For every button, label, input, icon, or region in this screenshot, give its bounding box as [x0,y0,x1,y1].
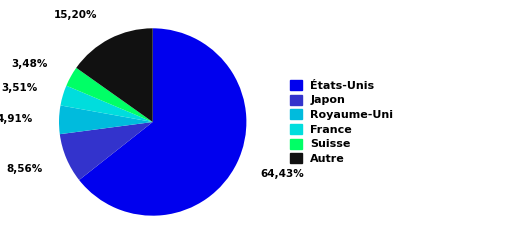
Wedge shape [79,28,246,216]
Wedge shape [66,68,153,122]
Wedge shape [76,28,153,122]
Text: 15,20%: 15,20% [54,10,98,20]
Legend: États-Unis, Japon, Royaume-Uni, France, Suisse, Autre: États-Unis, Japon, Royaume-Uni, France, … [287,77,397,167]
Wedge shape [60,122,153,180]
Text: 3,48%: 3,48% [12,59,48,69]
Text: 4,91%: 4,91% [0,114,33,124]
Text: 64,43%: 64,43% [261,169,304,179]
Text: 3,51%: 3,51% [2,83,38,93]
Wedge shape [59,105,153,134]
Wedge shape [61,86,153,122]
Text: 8,56%: 8,56% [6,164,42,173]
